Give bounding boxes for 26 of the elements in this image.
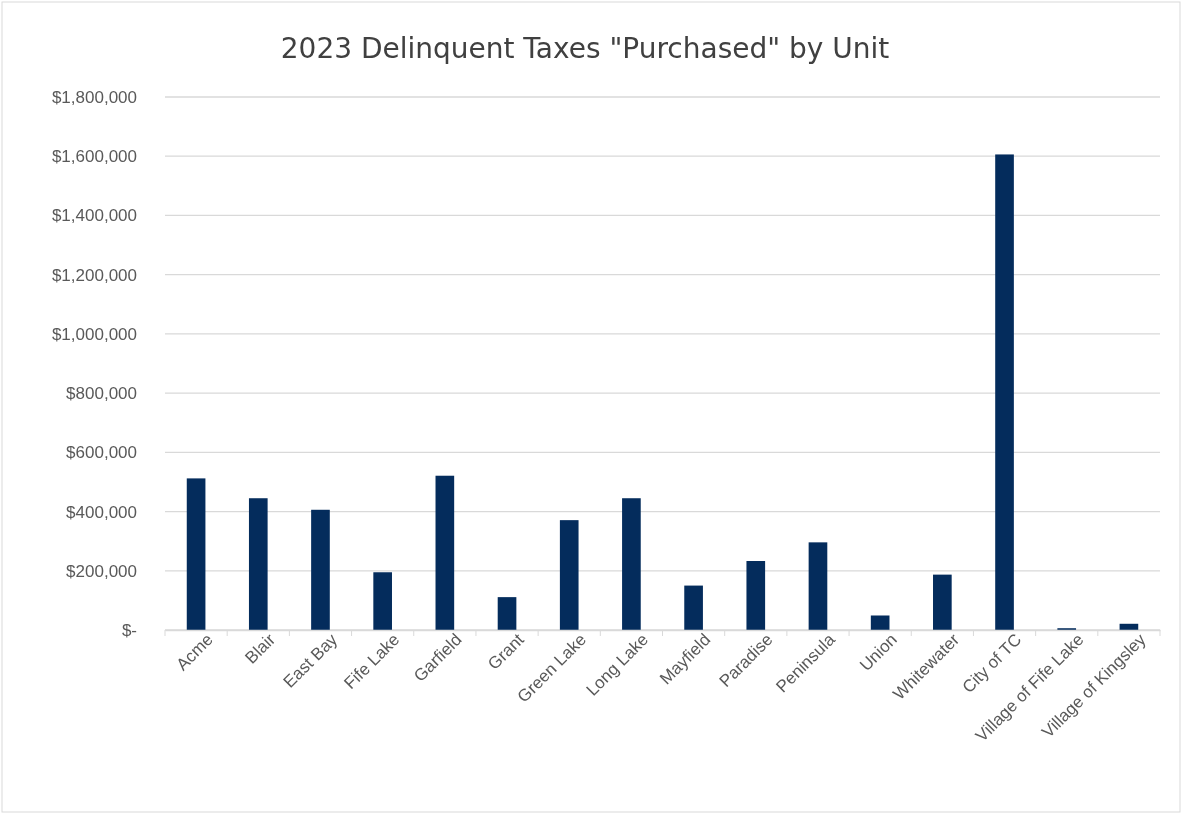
bar <box>559 520 579 630</box>
bar <box>808 542 828 630</box>
bar <box>684 585 703 630</box>
y-tick-label: $1,400,000 <box>51 206 137 226</box>
y-tick-label: $- <box>121 620 137 640</box>
y-tick-label: $1,600,000 <box>51 147 137 167</box>
y-tick-label: $1,800,000 <box>51 87 137 107</box>
chart-title: 2023 Delinquent Taxes "Purchased" by Unit <box>280 32 890 65</box>
bar <box>248 498 268 630</box>
y-tick-label: $1,200,000 <box>51 265 137 285</box>
y-tick-label: $400,000 <box>66 502 137 522</box>
y-tick-label: $1,000,000 <box>51 324 137 344</box>
bar <box>373 572 392 630</box>
bar <box>622 498 641 630</box>
bar <box>311 509 330 630</box>
y-tick-label: $800,000 <box>66 384 137 404</box>
bar <box>1119 623 1139 630</box>
bar <box>435 475 455 630</box>
bar <box>186 478 206 630</box>
bar <box>995 154 1014 630</box>
y-tick-label: $200,000 <box>66 561 137 581</box>
bar <box>746 561 766 630</box>
bar <box>497 597 517 630</box>
y-tick-label: $600,000 <box>66 443 137 463</box>
bar <box>870 615 890 630</box>
bar <box>933 574 952 630</box>
